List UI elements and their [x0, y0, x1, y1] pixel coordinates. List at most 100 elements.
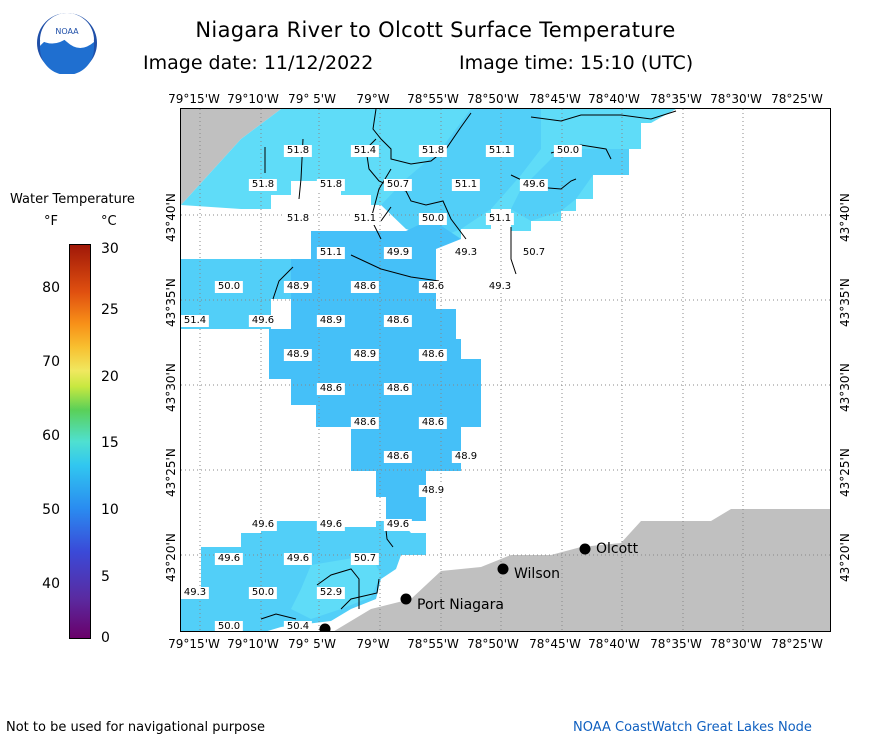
latitude-label: 43°25'N	[838, 448, 852, 497]
temperature-label: 48.6	[350, 417, 380, 429]
temperature-label: 48.9	[316, 315, 346, 327]
temperature-label: 50.0	[553, 145, 583, 157]
temperature-label: 48.6	[316, 383, 346, 395]
longitude-label: 79°15'W	[168, 92, 220, 106]
temperature-label: 49.9	[383, 247, 413, 259]
noaa-logo: NOAA	[36, 12, 98, 75]
longitude-label: 78°25'W	[771, 637, 823, 651]
river-mouth-marker	[319, 623, 331, 631]
longitude-label: 79° 5'W	[288, 92, 336, 106]
temperature-label: 51.8	[316, 179, 346, 191]
temperature-label: 51.1	[485, 213, 515, 225]
latitude-label: 43°20'N	[164, 533, 178, 582]
land-canada	[181, 109, 281, 205]
longitude-label: 78°30'W	[710, 637, 762, 651]
land-us-shore	[334, 509, 830, 631]
map-panel: 51.8 51.4 51.8 51.1 50.0 51.8 51.8 50.7 51.1 49.6…	[180, 108, 831, 632]
longitude-label: 78°35'W	[650, 637, 702, 651]
temperature-label: 50.7	[350, 553, 380, 565]
longitude-label: 78°55'W	[407, 92, 459, 106]
temperature-label: 48.9	[418, 485, 448, 497]
temperature-label: 49.6	[283, 553, 313, 565]
celsius-tick: 5	[101, 569, 110, 585]
temperature-label: 50.0	[418, 213, 448, 225]
olcott-marker	[579, 543, 591, 555]
longitude-label: 79° 5'W	[288, 637, 336, 651]
longitude-label: 78°45'W	[529, 637, 581, 651]
latitude-label: 43°35'N	[164, 278, 178, 327]
temperature-label: 51.8	[418, 145, 448, 157]
temperature-label: 49.6	[519, 179, 549, 191]
fahrenheit-tick: 70	[42, 354, 60, 370]
water-central	[269, 219, 481, 521]
temperature-label: 49.3	[451, 247, 481, 259]
longitude-label: 79°15'W	[168, 637, 220, 651]
temperature-label: 48.6	[383, 315, 413, 327]
footer-credit: NOAA CoastWatch Great Lakes Node	[573, 720, 812, 735]
longitude-label: 78°55'W	[407, 637, 459, 651]
water-west	[181, 259, 311, 329]
port-niagara-label: Port Niagara	[417, 597, 504, 613]
longitude-label: 78°40'W	[588, 637, 640, 651]
longitude-label: 79°10'W	[227, 92, 279, 106]
temperature-label: 51.8	[248, 179, 278, 191]
svg-text:NOAA: NOAA	[55, 27, 79, 36]
image-time: Image time: 15:10 (UTC)	[459, 52, 694, 74]
latitude-label: 43°30'N	[838, 363, 852, 412]
footer-disclaimer: Not to be used for navigational purpose	[6, 720, 266, 735]
water-south	[181, 521, 426, 631]
temperature-label: 48.6	[418, 281, 448, 293]
celsius-tick: 30	[101, 241, 119, 257]
longitude-label: 78°50'W	[467, 637, 519, 651]
latitude-label: 43°30'N	[164, 363, 178, 412]
celsius-tick: 10	[101, 502, 119, 518]
longitude-label: 79°10'W	[227, 637, 279, 651]
celsius-tick: 20	[101, 369, 119, 385]
temperature-label: 49.3	[485, 281, 515, 293]
image-date: Image date: 11/12/2022	[143, 52, 374, 74]
temperature-label: 49.3	[181, 587, 210, 599]
temperature-label: 51.4	[181, 315, 210, 327]
temperature-label: 50.7	[383, 179, 413, 191]
isotherm-contours	[260, 109, 677, 620]
temperature-label: 51.8	[283, 213, 313, 225]
wilson-marker	[497, 563, 509, 575]
fahrenheit-tick: 80	[42, 280, 60, 296]
temperature-colorbar	[69, 244, 91, 639]
latitude-label: 43°35'N	[838, 278, 852, 327]
temperature-label: 48.6	[418, 349, 448, 361]
longitude-label: 78°35'W	[650, 92, 702, 106]
legend-unit-c: °C	[101, 214, 117, 229]
temperature-label: 51.1	[485, 145, 515, 157]
celsius-tick: 25	[101, 302, 119, 318]
noaa-logo-icon: NOAA	[37, 13, 97, 75]
legend-title: Water Temperature	[10, 192, 135, 207]
temperature-label: 49.6	[316, 519, 346, 531]
latitude-label: 43°25'N	[164, 448, 178, 497]
celsius-tick: 0	[101, 630, 110, 646]
port-niagara-marker	[400, 593, 412, 605]
temperature-label: 48.6	[383, 383, 413, 395]
temperature-label: 51.1	[451, 179, 481, 191]
temperature-label: 50.0	[214, 281, 244, 293]
temperature-label: 49.6	[383, 519, 413, 531]
temperature-label: 51.1	[350, 213, 380, 225]
fahrenheit-tick: 50	[42, 502, 60, 518]
olcott-label: Olcott	[596, 541, 639, 557]
temperature-label: 49.6	[214, 553, 244, 565]
temperature-label: 51.8	[283, 145, 313, 157]
legend-unit-f: °F	[44, 214, 58, 229]
temperature-label: 48.9	[350, 349, 380, 361]
temperature-label: 48.9	[451, 451, 481, 463]
longitude-label: 79°W	[356, 92, 390, 106]
map-title: Niagara River to Olcott Surface Temperat…	[195, 18, 676, 42]
temperature-label: 48.6	[418, 417, 448, 429]
temperature-label: 48.6	[383, 451, 413, 463]
longitude-label: 78°30'W	[710, 92, 762, 106]
latitude-label: 43°40'N	[164, 193, 178, 242]
temperature-label: 49.6	[248, 315, 278, 327]
fahrenheit-tick: 40	[42, 576, 60, 592]
longitude-label: 79°W	[356, 637, 390, 651]
temperature-label: 50.4	[283, 621, 313, 631]
temperature-label: 50.0	[248, 587, 278, 599]
